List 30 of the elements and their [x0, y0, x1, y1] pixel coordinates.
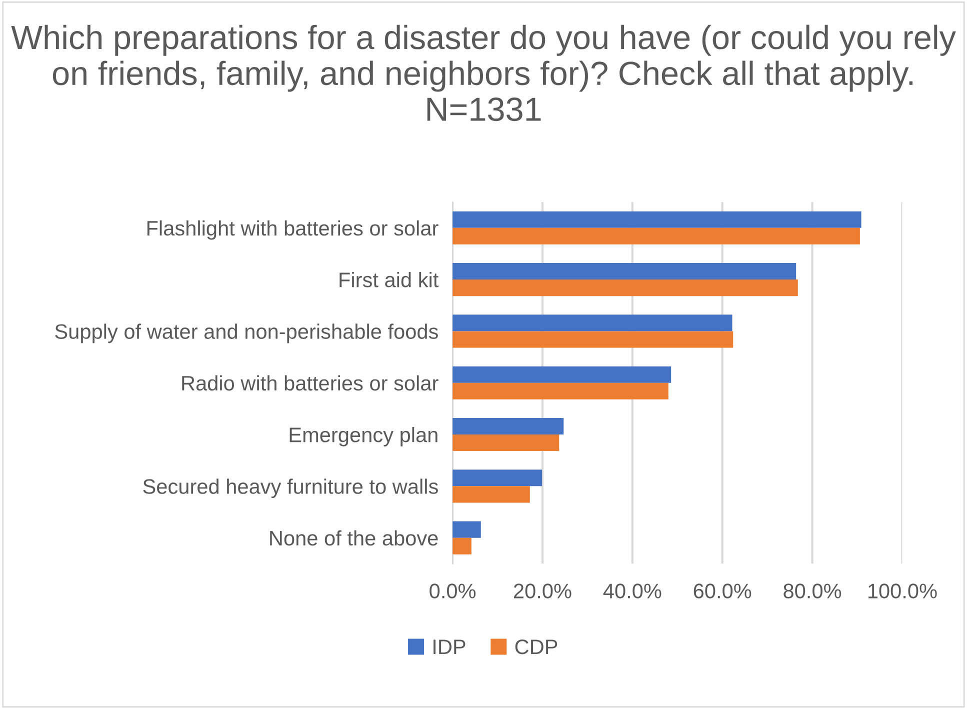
bar [452, 263, 796, 280]
bar [452, 331, 734, 348]
bar [452, 366, 672, 383]
y-tick-label: Secured heavy furniture to walls [143, 478, 438, 498]
bar [452, 470, 542, 486]
y-tick-label: Supply of water and non-perishable foods [55, 324, 438, 344]
x-tick-label: 60.0% [694, 584, 752, 598]
bar [452, 418, 564, 435]
y-tick-label: Flashlight with batteries or solar [147, 220, 438, 240]
x-tick-label: 0.0% [430, 584, 476, 598]
legend-label: IDP [434, 640, 466, 654]
bar [452, 538, 472, 554]
x-tick-label: 100.0% [868, 584, 937, 598]
y-tick-label: Radio with batteries or solar [182, 375, 438, 391]
bar [452, 486, 530, 503]
bar [452, 521, 481, 538]
bar [452, 280, 798, 296]
y-tick-label: Emergency plan [290, 426, 438, 446]
bar [452, 382, 668, 400]
bar [452, 314, 732, 332]
y-tick-label: None of the above [270, 530, 438, 546]
bar [452, 228, 860, 244]
chart-title: Which preparations for a disaster do you have (or could you rely on friends, family, and neighbors for)? Check all that apply. N=1331 [11, 24, 956, 122]
y-tick-label: First aid kit [340, 272, 439, 288]
x-tick-label: 80.0% [784, 584, 842, 598]
x-tick-label: 40.0% [603, 584, 662, 598]
bar [452, 434, 560, 452]
legend-label: CDP [515, 639, 558, 654]
bar [452, 211, 862, 228]
x-tick-label: 20.0% [514, 584, 572, 598]
